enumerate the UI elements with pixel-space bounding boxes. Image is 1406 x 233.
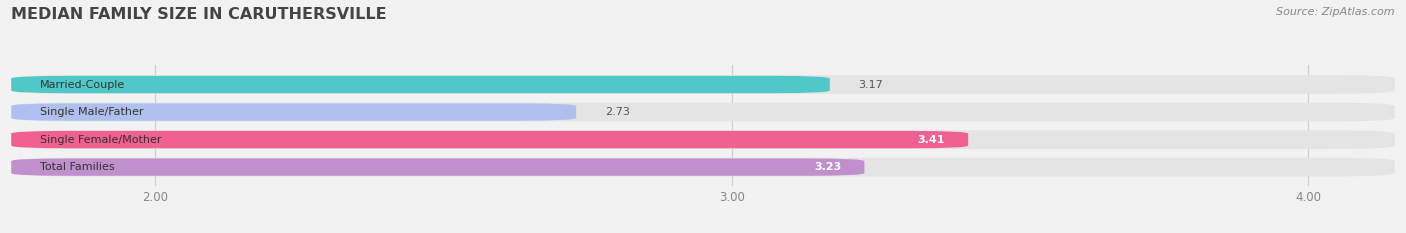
Text: 3.17: 3.17 [859,79,883,89]
Text: Single Female/Mother: Single Female/Mother [41,135,162,145]
Text: Married-Couple: Married-Couple [41,79,125,89]
Text: 2.73: 2.73 [605,107,630,117]
FancyBboxPatch shape [11,158,1395,176]
Text: 3.41: 3.41 [918,135,945,145]
FancyBboxPatch shape [11,130,1395,149]
Text: Single Male/Father: Single Male/Father [41,107,143,117]
FancyBboxPatch shape [11,131,969,148]
Text: Total Families: Total Families [41,162,115,172]
FancyBboxPatch shape [11,103,576,121]
FancyBboxPatch shape [11,103,1395,121]
FancyBboxPatch shape [11,158,865,176]
FancyBboxPatch shape [11,76,830,93]
FancyBboxPatch shape [11,75,1395,94]
Text: 3.23: 3.23 [814,162,841,172]
Text: Source: ZipAtlas.com: Source: ZipAtlas.com [1277,7,1395,17]
Text: MEDIAN FAMILY SIZE IN CARUTHERSVILLE: MEDIAN FAMILY SIZE IN CARUTHERSVILLE [11,7,387,22]
